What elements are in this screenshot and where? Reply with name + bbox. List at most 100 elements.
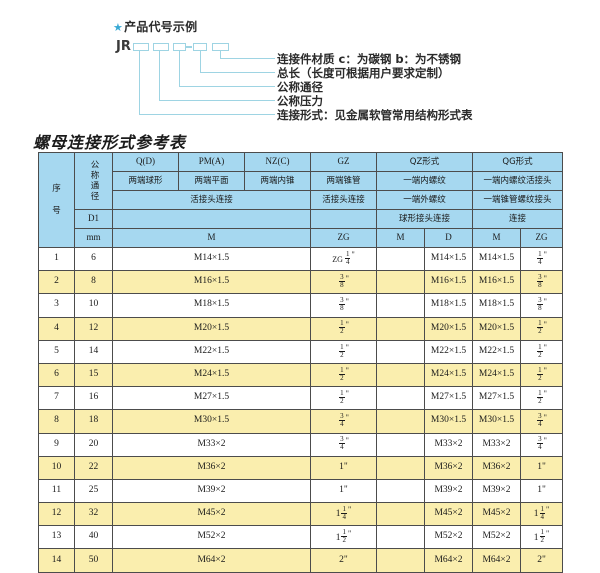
cell-qz-blank	[376, 548, 425, 573]
table-row: 10 22 M36×2 1" M36×2 M36×2 1"	[38, 455, 564, 480]
table-row: 2 8 M16×1.5 3 8 " M16×1.5 M16×1.5 3 8 "	[38, 270, 564, 295]
cell-qg-zg: 1"	[520, 455, 564, 480]
cell-qz-blank	[376, 409, 425, 434]
cell-gz: 3 4 "	[310, 432, 377, 457]
header-qg-connection: 连接	[472, 209, 564, 229]
header-qg-desc: 一端内螺纹活接头	[472, 171, 564, 191]
product-code-prefix: JR	[116, 39, 131, 54]
cell-m-thread: M24×1.5	[112, 362, 311, 388]
cell-qz-m: M27×1.5	[423, 386, 474, 411]
header-nz-desc: 两端内锥	[244, 171, 311, 191]
header-group-qd: Q(D)	[112, 152, 179, 172]
cell-qg-zg: 1 2 "	[520, 339, 564, 364]
leader-line-v-5	[220, 51, 221, 58]
star-icon: ★	[113, 21, 124, 34]
header-qg-m: M	[472, 228, 522, 248]
cell-qz-blank	[376, 316, 425, 341]
cell-seq: 4	[38, 316, 75, 341]
table-row: 11 25 M39×2 1" M39×2 M39×2 1"	[38, 478, 564, 504]
cell-qg-zg: 1 1 4 "	[520, 502, 564, 527]
cell-qz-m: M20×1.5	[423, 316, 474, 341]
cell-gz: 1 2 "	[310, 339, 377, 364]
cell-qz-m: M24×1.5	[423, 362, 474, 388]
product-code-heading-text: 产品代号示例	[124, 20, 198, 34]
cell-qg-zg: 1 2 "	[520, 386, 564, 411]
cell-gz: 1 2 "	[310, 362, 377, 388]
header-qg-taper-thread: 一端锥管螺纹接头	[472, 190, 564, 210]
header-row-3: 活接头连接 活接头连接 一端外螺纹 一端锥管螺纹接头	[39, 190, 564, 210]
cell-m-thread: M27×1.5	[112, 386, 311, 411]
cell-gz: 1 2 "	[310, 316, 377, 341]
cell-qg-zg: 1 2 "	[520, 362, 564, 388]
cell-qz-m: M33×2	[423, 432, 474, 457]
header-union-connection: 活接头连接	[112, 190, 311, 210]
cell-d1: 40	[74, 525, 113, 550]
annotation-connection-type: 连接形式：见金属软管常用结构形式表	[277, 108, 473, 122]
header-qd-desc: 两端球形	[112, 171, 179, 191]
cell-seq: 2	[38, 270, 75, 295]
table-row: 3 10 M18×1.5 3 8 " M18×1.5 M18×1.5 3 8 "	[38, 293, 564, 318]
cell-qz-m: M22×1.5	[423, 339, 474, 364]
cell-qz-blank	[376, 478, 425, 504]
header-nominal-bore: 公称通径	[74, 152, 113, 210]
cell-m-thread: M45×2	[112, 502, 311, 527]
cell-qz-blank	[376, 362, 425, 388]
cell-qz-d: M64×2	[472, 548, 522, 573]
leader-line-h-4	[200, 72, 275, 73]
code-box-5	[212, 43, 229, 51]
cell-qz-d: M22×1.5	[472, 339, 522, 364]
cell-qz-blank	[376, 270, 425, 295]
cell-m-thread: M16×1.5	[112, 270, 311, 295]
cell-d1: 14	[74, 339, 113, 364]
cell-qg-zg: 1 1 2 "	[520, 525, 564, 550]
cell-m-thread: M33×2	[112, 432, 311, 457]
cell-seq: 9	[38, 432, 75, 457]
cell-qz-d: M52×2	[472, 525, 522, 550]
cell-m-thread: M20×1.5	[112, 316, 311, 341]
cell-m-thread: M52×2	[112, 525, 311, 550]
header-qg-zg: ZG	[520, 228, 564, 248]
cell-gz: ZG 1 4 "	[310, 246, 377, 272]
annotation-nominal-pressure: 公称压力	[277, 94, 323, 108]
cell-d1: 16	[74, 386, 113, 411]
header-qz-external-thread: 一端外螺纹	[375, 190, 474, 210]
annotation-nominal-bore: 公称通径	[277, 80, 323, 94]
cell-qz-blank	[376, 525, 425, 550]
cell-seq: 14	[38, 548, 75, 573]
leader-line-h-1	[139, 114, 275, 115]
header-pm-desc: 两端平面	[178, 171, 245, 191]
cell-seq: 1	[38, 246, 75, 272]
cell-gz: 3 4 "	[310, 409, 377, 434]
header-qz-desc: 一端内螺纹	[375, 171, 474, 191]
cell-seq: 12	[38, 502, 75, 527]
cell-qg-zg: 2"	[520, 548, 564, 573]
cell-m-thread: M30×1.5	[112, 409, 311, 434]
annotation-material: 连接件材质 c：为碳钢 b：为不锈钢	[277, 52, 462, 66]
cell-m-thread: M14×1.5	[112, 246, 311, 272]
cell-qz-m: M36×2	[423, 455, 474, 480]
cell-qz-d: M33×2	[472, 432, 522, 457]
cell-m-thread: M22×1.5	[112, 339, 311, 364]
cell-qz-d: M16×1.5	[472, 270, 522, 295]
cell-qz-d: M20×1.5	[472, 316, 522, 341]
cell-qz-blank	[376, 432, 425, 457]
leader-line-v-4	[200, 51, 201, 72]
cell-qz-d: M24×1.5	[472, 362, 522, 388]
cell-gz: 2"	[310, 548, 377, 573]
cell-d1: 18	[74, 409, 113, 434]
cell-qg-zg: 3 4 "	[520, 432, 564, 457]
cell-m-thread: M64×2	[112, 548, 311, 573]
code-box-1	[133, 43, 149, 51]
cell-qg-zg: 3 8 "	[520, 293, 564, 318]
header-qz-ball-joint: 球形接头连接	[375, 209, 474, 229]
table-header: 序 号 公称通径 Q(D) PM(A) NZ(C) GZ QZ形式 QG形式 两…	[38, 152, 564, 248]
cell-d1: 10	[74, 293, 113, 318]
cell-qz-blank	[376, 339, 425, 364]
header-row-2: 两端球形 两端平面 两端内锥 两端锥管 一端内螺纹 一端内螺纹活接头	[39, 171, 564, 191]
cell-gz: 1"	[310, 478, 377, 504]
table-row: 6 15 M24×1.5 1 2 " M24×1.5 M24×1.5 1 2 "	[38, 362, 564, 388]
cell-d1: 22	[74, 455, 113, 480]
cell-seq: 5	[38, 339, 75, 364]
table-row: 1 6 M14×1.5 ZG 1 4 " M14×1.5 M14×1.5 1 4 "	[38, 246, 564, 272]
header-seq: 序 号	[38, 152, 75, 248]
